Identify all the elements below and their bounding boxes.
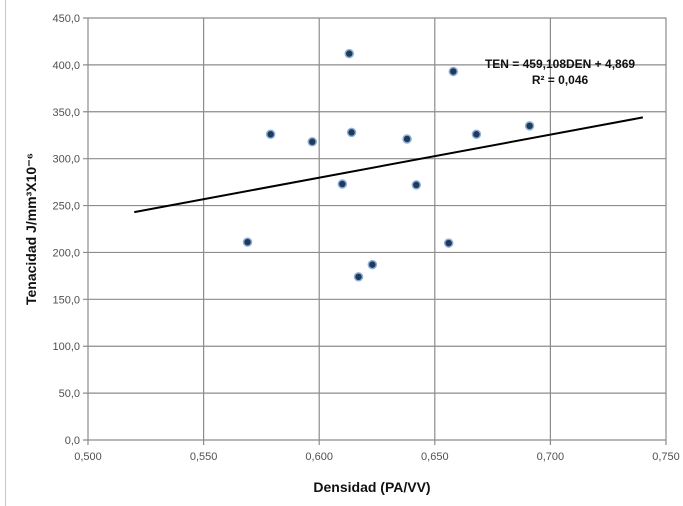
y-tick-label: 150,0 (52, 294, 80, 306)
y-tick-label: 200,0 (52, 247, 80, 259)
data-point (346, 127, 357, 138)
y-tick-label: 300,0 (52, 154, 80, 166)
x-tick-label: 0,550 (190, 451, 218, 463)
y-tick-label: 50,0 (59, 388, 80, 400)
chart-frame (5, 0, 683, 506)
data-point (242, 237, 253, 247)
plot-area (87, 17, 667, 441)
y-tick-label: 400,0 (52, 60, 80, 72)
x-tick-label: 0,700 (537, 451, 565, 463)
data-point (524, 121, 535, 131)
y-tick-label: 0,0 (65, 435, 80, 447)
data-point (265, 129, 276, 140)
x-axis-ticks: 0,500 0,550 0,600 0,650 0,700 0,750 (74, 451, 680, 463)
data-point (353, 272, 364, 282)
y-tick-label: 100,0 (52, 341, 80, 353)
trendline (134, 116, 644, 214)
y-tick-label: 250,0 (52, 201, 80, 213)
y-tick-label: 450,0 (52, 13, 80, 25)
trend-equation: TEN = 459,108DEN + 4,869 (485, 57, 635, 71)
y-axis-ticks: 0,0 50,0 100,0 150,0 200,0 250,0 300,0 350,0 400… (52, 13, 80, 447)
r-squared-label: R² = 0,046 (532, 73, 589, 87)
x-tick-label: 0,500 (74, 451, 102, 463)
y-axis-title: Tenacidad J/mm³X10⁻⁶ (23, 153, 39, 305)
data-point (307, 137, 318, 147)
x-tick-label: 0,600 (305, 451, 333, 463)
data-point (448, 66, 459, 77)
data-points (242, 48, 535, 282)
data-point (344, 48, 355, 59)
data-point (471, 129, 482, 140)
x-axis-title: Densidad (PA/VV) (313, 479, 430, 495)
x-tick-label: 0,750 (652, 451, 680, 463)
data-point (402, 134, 412, 144)
y-tick-label: 350,0 (52, 107, 80, 119)
data-point (367, 259, 378, 270)
data-point (337, 179, 348, 189)
data-point (443, 238, 454, 248)
data-point (411, 180, 422, 190)
x-tick-label: 0,650 (421, 451, 449, 463)
